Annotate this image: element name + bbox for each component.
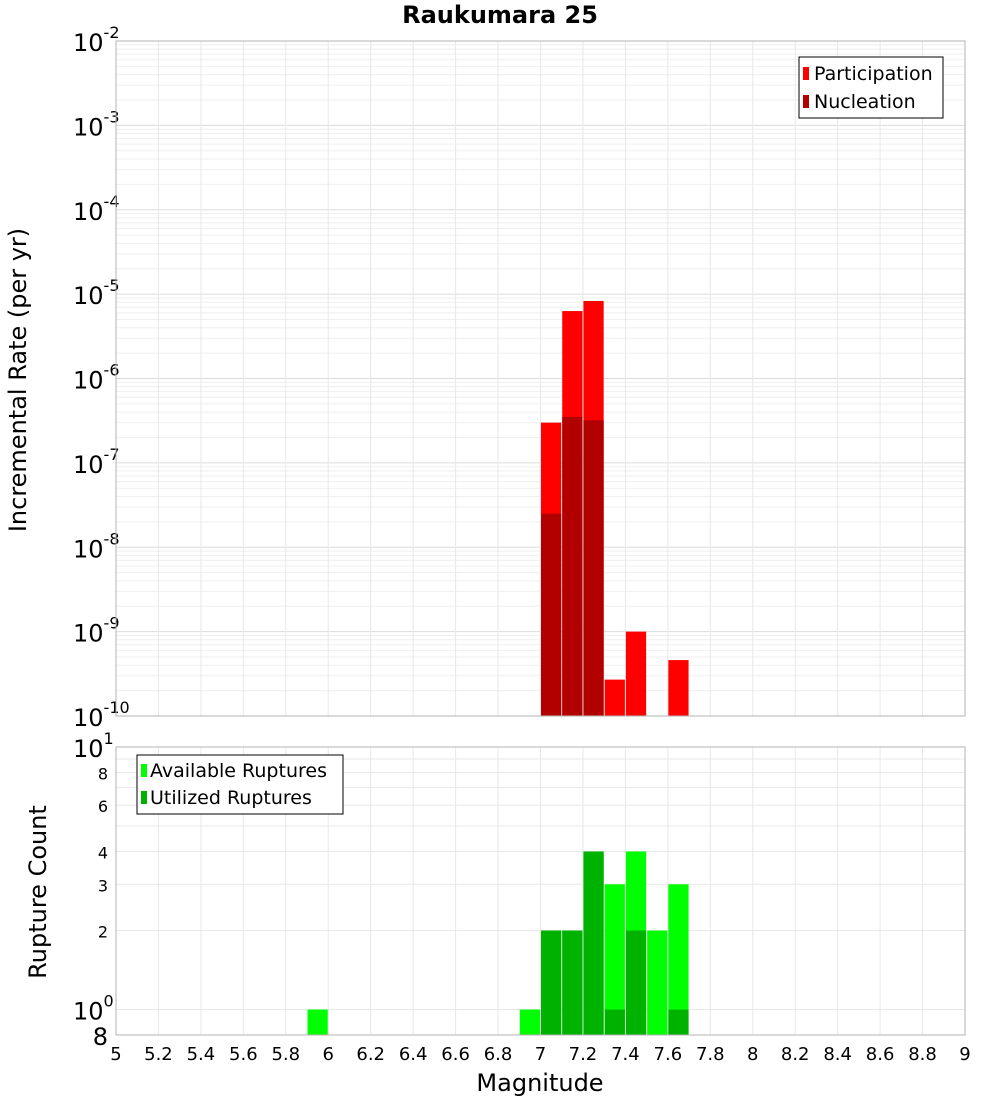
x-tick-label: 7.8 [696, 1044, 725, 1065]
nucleation-bar [541, 513, 562, 716]
utilized-ruptures-bar [541, 930, 562, 1035]
available-ruptures-bar [647, 930, 668, 1035]
x-tick-label: 8 [747, 1044, 758, 1065]
utilized-ruptures-bar [583, 851, 604, 1035]
top-y-tick-label: 10-6 [73, 361, 120, 395]
top-y-tick-label: 10-5 [73, 276, 120, 310]
x-tick-label: 5.6 [229, 1044, 258, 1065]
x-tick-label: 7 [535, 1044, 546, 1065]
participation-bar [604, 679, 625, 716]
top-y-tick-label: 10-9 [73, 614, 120, 648]
available-ruptures-bar [307, 1009, 328, 1035]
x-tick-label: 8.6 [866, 1044, 895, 1065]
legend-swatch [141, 764, 147, 777]
nucleation-bar [583, 420, 604, 716]
x-tick-label: 8.4 [823, 1044, 852, 1065]
x-axis-label: Magnitude [476, 1069, 603, 1097]
legend-swatch [803, 67, 809, 80]
top-y-tick-label: 10-3 [73, 107, 120, 141]
legend-swatch [803, 95, 809, 108]
nucleation-bar [562, 416, 583, 716]
bottom-y-tick-label: 2 [98, 923, 108, 942]
x-tick-label: 5.4 [187, 1044, 216, 1065]
x-tick-label: 9 [959, 1044, 970, 1065]
x-tick-label: 7.6 [654, 1044, 683, 1065]
x-tick-label: 6.8 [484, 1044, 513, 1065]
top-plot-frame [115, 40, 966, 717]
x-tick-label: 5.2 [144, 1044, 173, 1065]
top-y-tick-label: 10-7 [73, 445, 120, 479]
top-y-axis-label: Incremental Rate (per yr) [4, 228, 32, 532]
participation-bar [668, 660, 689, 716]
bottom-y-axis-label: Rupture Count [24, 805, 52, 979]
utilized-ruptures-bar [625, 930, 647, 1035]
x-tick-label: 6.6 [441, 1044, 470, 1065]
x-tick-label: 6 [323, 1044, 334, 1065]
utilized-ruptures-bar [604, 1009, 625, 1035]
top-y-tick-label: 10-4 [73, 192, 120, 226]
utilized-ruptures-bar [562, 930, 583, 1035]
bottom-y-tick-label: 6 [98, 797, 108, 816]
legend-entry: Participation [814, 63, 933, 85]
bottom-y-tick-label: 4 [98, 843, 108, 862]
available-ruptures-bar [604, 884, 625, 1035]
top-legend-box [798, 56, 944, 119]
bottom-y-tick-label: 8 [98, 764, 108, 783]
x-tick-label: 7.2 [569, 1044, 598, 1065]
legend-entry: Utilized Ruptures [150, 787, 312, 809]
x-tick-label: 5 [110, 1044, 121, 1065]
utilized-ruptures-bar [668, 1009, 689, 1035]
top-y-tick-label: 10-10 [73, 698, 130, 732]
top-y-tick-label: 10-8 [73, 529, 120, 563]
bottom-y-tick-label: 101 [73, 729, 114, 763]
x-tick-label: 8.2 [781, 1044, 810, 1065]
available-ruptures-bar [668, 884, 689, 1035]
legend-swatch [141, 791, 147, 804]
bottom-y-tick-label: 8 [93, 1023, 108, 1051]
legend-entry: Available Ruptures [150, 760, 327, 782]
available-ruptures-bar [519, 1009, 540, 1035]
x-tick-label: 6.4 [399, 1044, 428, 1065]
x-tick-label: 8.8 [908, 1044, 937, 1065]
chart-title: Raukumara 25 [402, 1, 598, 29]
bottom-y-tick-label: 100 [73, 992, 114, 1026]
legend-entry: Nucleation [814, 91, 916, 113]
top-y-tick-label: 10-2 [73, 23, 120, 57]
participation-bar [625, 631, 647, 716]
x-tick-label: 5.8 [271, 1044, 300, 1065]
x-tick-label: 7.4 [611, 1044, 640, 1065]
bottom-legend-box [136, 754, 344, 815]
x-tick-label: 6.2 [356, 1044, 385, 1065]
bottom-y-tick-label: 3 [98, 876, 108, 895]
bottom-plot-frame [115, 746, 966, 1036]
